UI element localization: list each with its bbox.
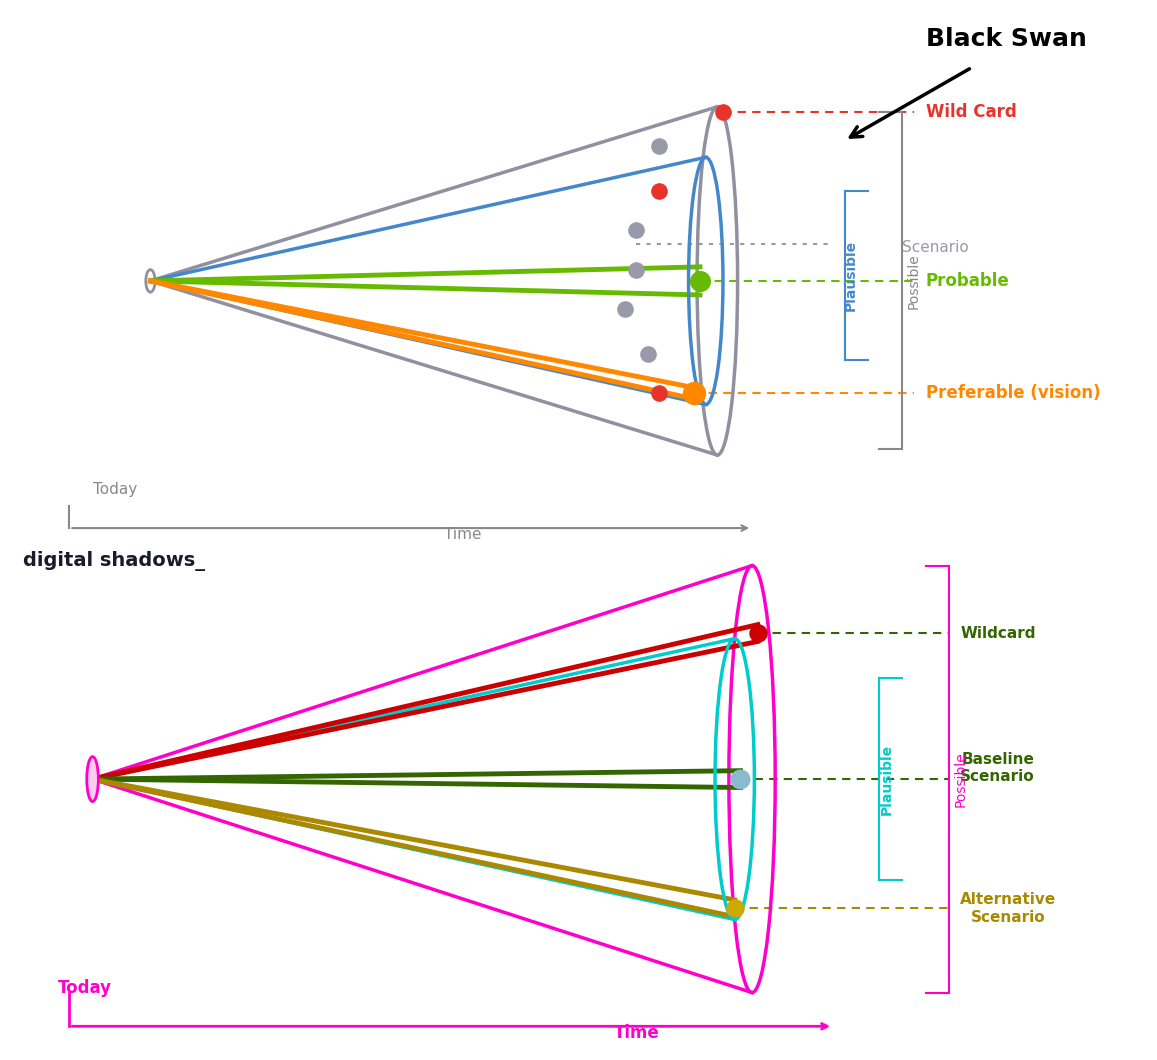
Point	[650, 182, 669, 199]
Text: Plausible: Plausible	[843, 240, 857, 311]
Text: Today: Today	[58, 978, 112, 996]
Text: Time: Time	[444, 527, 481, 543]
Ellipse shape	[87, 757, 98, 801]
Point	[616, 301, 634, 318]
Text: Alternative
Scenario: Alternative Scenario	[960, 893, 1056, 924]
Point	[639, 346, 657, 363]
Text: Possible: Possible	[907, 253, 921, 308]
Text: Possible: Possible	[953, 752, 967, 807]
Text: Black Swan: Black Swan	[926, 28, 1088, 51]
Point	[685, 385, 703, 402]
Point	[650, 138, 669, 155]
Point	[714, 104, 732, 121]
Text: Plausible: Plausible	[879, 743, 893, 815]
Text: Today: Today	[93, 482, 137, 497]
Text: Baseline
Scenario: Baseline Scenario	[960, 752, 1034, 784]
Text: Wildcard: Wildcard	[960, 625, 1036, 640]
Point	[725, 900, 744, 917]
Point	[627, 222, 646, 238]
Text: Preferable (vision): Preferable (vision)	[926, 385, 1100, 402]
Point	[650, 385, 669, 402]
Point	[691, 272, 709, 289]
Point	[749, 624, 767, 641]
Text: Wild Card: Wild Card	[926, 104, 1016, 121]
Text: Scenario: Scenario	[902, 240, 970, 254]
Point	[731, 771, 750, 788]
Text: Probable: Probable	[926, 272, 1009, 289]
Text: digital shadows_: digital shadows_	[23, 550, 205, 570]
Text: Time: Time	[613, 1024, 659, 1042]
Point	[627, 261, 646, 278]
